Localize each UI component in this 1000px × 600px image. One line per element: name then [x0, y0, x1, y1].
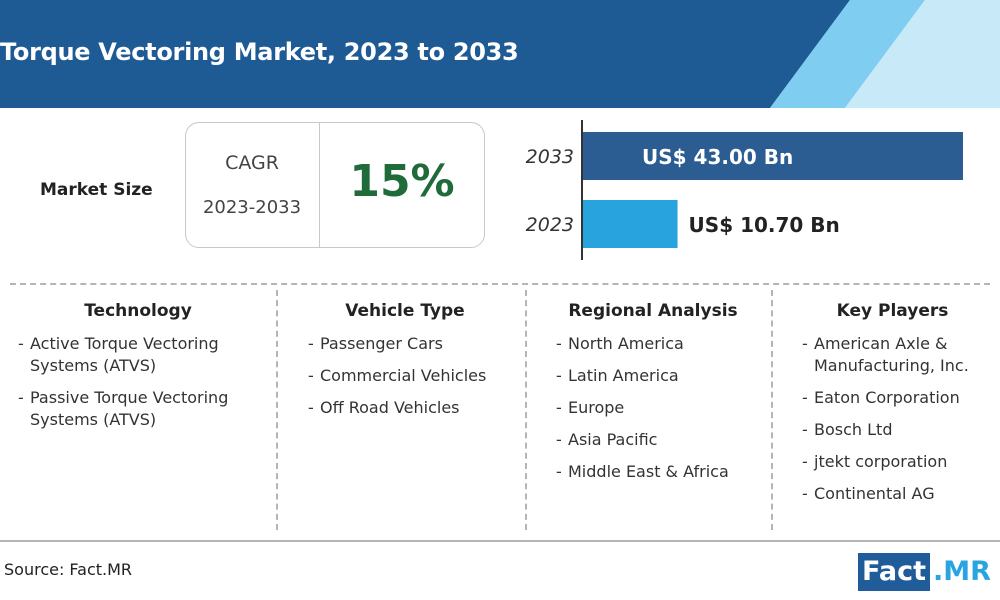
segment-title: Regional Analysis	[568, 301, 738, 321]
cagr-value: 15%	[349, 156, 455, 207]
list-item: - jtekt corporation	[802, 452, 948, 471]
list-item: - Off Road Vehicles	[308, 398, 460, 417]
segment-list: - Passenger Cars - Commercial Vehicles - Of…	[300, 333, 510, 419]
segment-technology: Technology - Active Torque Vectoring Syst…	[18, 301, 258, 441]
list-item: - American Axle & Manufacturing, Inc.	[802, 334, 969, 375]
list-item: - North America	[556, 334, 684, 353]
list-item: - Passive Torque Vectoring Systems (ATVS)	[18, 388, 229, 429]
cagr-box	[185, 122, 485, 248]
segment-list: - Active Torque Vectoring Systems (ATVS) …	[18, 333, 258, 431]
list-item: - Europe	[556, 398, 625, 417]
list-item: - Commercial Vehicles	[308, 366, 487, 385]
list-item: - Active Torque Vectoring Systems (ATVS)	[18, 334, 219, 375]
footer-divider	[0, 540, 1000, 542]
market-size-chart: 2033 US$ 43.00 Bn 2023 US$ 10.70 Bn	[526, 120, 963, 260]
column-divider-1	[276, 290, 278, 530]
segment-key-players: Key Players - American Axle & Manufacturi…	[790, 301, 995, 515]
list-item: - Latin America	[556, 366, 679, 385]
list-item: - Middle East & Africa	[556, 462, 729, 481]
segment-title: Key Players	[836, 301, 949, 321]
column-divider-3	[771, 290, 773, 530]
segment-vehicle-type: Vehicle Type - Passenger Cars - Commercial…	[300, 301, 510, 429]
category-label: 2023	[526, 214, 574, 236]
horizontal-divider	[10, 283, 990, 285]
segment-title: Vehicle Type	[345, 301, 465, 321]
value-label: US$ 10.70 Bn	[689, 213, 840, 237]
cagr-label: CAGR	[225, 152, 279, 174]
bar-2023	[583, 200, 678, 248]
list-item: - Asia Pacific	[556, 430, 658, 449]
source-note: Source: Fact.MR	[4, 560, 133, 579]
list-item: - Bosch Ltd	[802, 420, 893, 439]
cagr-period: 2023-2033	[202, 197, 302, 218]
column-divider-2	[525, 290, 527, 530]
list-item: - Passenger Cars	[308, 334, 443, 353]
cagr-divider	[319, 123, 320, 247]
bar-2033	[583, 132, 963, 180]
market-size-label: Market Size	[40, 180, 153, 200]
list-item: - Continental AG	[802, 484, 935, 503]
list-item: - Eaton Corporation	[802, 388, 960, 407]
segment-title: Technology	[84, 301, 192, 321]
header-background	[0, 0, 1000, 108]
segment-list: - North America - Latin America - Europe -A…	[548, 333, 758, 483]
factmr-logo: Fact .MR	[858, 553, 991, 591]
value-label: US$ 43.00 Bn	[642, 145, 793, 169]
category-label: 2033	[526, 146, 574, 168]
segment-list: - American Axle & Manufacturing, Inc. - Ea…	[790, 333, 995, 505]
page-title: Torque Vectoring Market, 2023 to 2033	[0, 38, 519, 66]
header-banner: Torque Vectoring Market, 2023 to 2033	[0, 0, 1000, 108]
segment-regional-analysis: Regional Analysis - North America - Latin …	[548, 301, 758, 493]
